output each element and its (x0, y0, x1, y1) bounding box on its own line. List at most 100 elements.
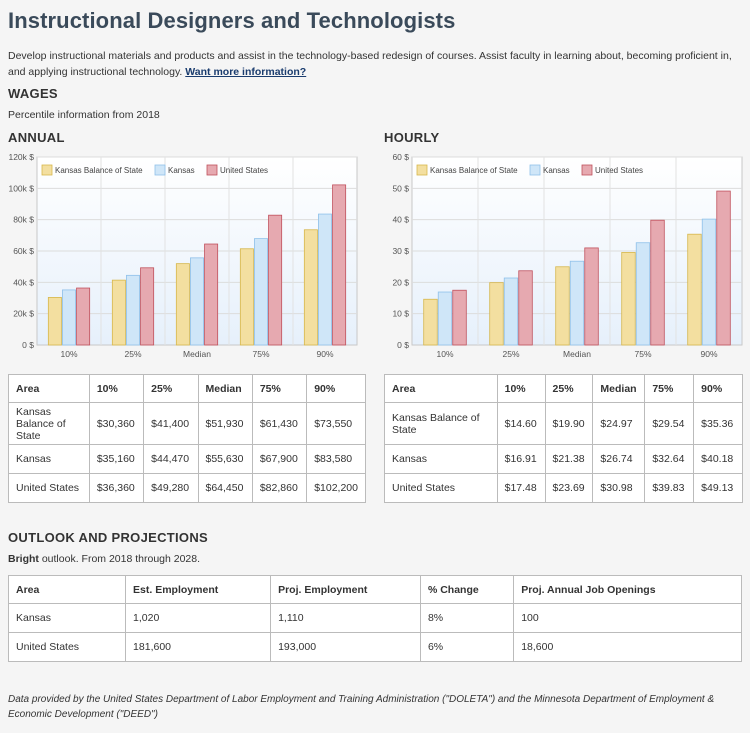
table-row: Kansas 1,020 1,110 8% 100 (9, 604, 742, 633)
table-cell: $32.64 (645, 445, 694, 474)
bar-us (205, 244, 218, 345)
table-cell: 18,600 (514, 633, 742, 662)
outlook-period: outlook. From 2018 through 2028. (39, 553, 200, 565)
more-info-link[interactable]: Want more information? (185, 66, 306, 78)
y-tick-label: 20 $ (392, 277, 409, 287)
legend-swatch (155, 165, 165, 175)
table-cell: $73,550 (307, 403, 366, 445)
table-cell: Kansas Balance of State (9, 403, 90, 445)
y-tick-label: 0 $ (22, 340, 34, 350)
bar-kansas (62, 290, 75, 345)
x-tick-label: 10% (60, 349, 77, 359)
table-cell: 8% (420, 604, 513, 633)
column-header: Median (198, 375, 252, 403)
bar-us (585, 248, 599, 345)
x-tick-label: 75% (634, 349, 651, 359)
column-header: 10% (89, 375, 143, 403)
bar-balance (688, 234, 702, 345)
table-cell: $61,430 (252, 403, 306, 445)
bar-balance (622, 252, 636, 345)
x-tick-label: 10% (436, 349, 453, 359)
table-cell: $17.48 (497, 474, 545, 503)
bar-balance (490, 283, 504, 345)
table-cell: United States (385, 474, 498, 503)
outlook-heading: OUTLOOK AND PROJECTIONS (8, 530, 208, 545)
bar-balance (240, 249, 253, 345)
table-cell: $36,360 (89, 474, 143, 503)
legend-label: United States (220, 166, 268, 175)
table-cell: $24.97 (593, 403, 645, 445)
legend-label: Kansas Balance of State (55, 166, 143, 175)
table-cell: $35,160 (89, 445, 143, 474)
legend-swatch (530, 165, 540, 175)
bar-kansas (190, 258, 203, 345)
wages-heading: WAGES (8, 86, 58, 101)
page-title: Instructional Designers and Technologist… (8, 8, 455, 34)
table-row: United States $36,360 $49,280 $64,450 $82,86… (9, 474, 366, 503)
legend-label: United States (595, 166, 643, 175)
column-header: Area (385, 375, 498, 403)
column-header: 90% (307, 375, 366, 403)
bar-kansas (570, 261, 584, 345)
x-tick-label: 90% (700, 349, 717, 359)
column-header: 75% (252, 375, 306, 403)
table-cell: $40.18 (694, 445, 743, 474)
x-tick-label: 90% (316, 349, 333, 359)
column-header: 10% (497, 375, 545, 403)
column-header: Proj. Annual Job Openings (514, 576, 742, 604)
x-tick-label: 25% (502, 349, 519, 359)
bar-balance (304, 230, 317, 345)
annual-heading: ANNUAL (8, 130, 65, 145)
table-cell: $49.13 (694, 474, 743, 503)
table-row: United States $17.48 $23.69 $30.98 $39.83 $49… (385, 474, 743, 503)
legend-swatch (582, 165, 592, 175)
y-tick-label: 50 $ (392, 183, 409, 193)
table-cell: 1,020 (126, 604, 271, 633)
table-cell: United States (9, 474, 90, 503)
y-tick-label: 10 $ (392, 309, 409, 319)
bar-kansas (702, 219, 716, 345)
table-cell: $67,900 (252, 445, 306, 474)
table-cell: 181,600 (126, 633, 271, 662)
outlook-rating: Bright (8, 553, 39, 565)
table-cell: $30.98 (593, 474, 645, 503)
table-header-row: Area Est. Employment Proj. Employment% Cha… (9, 576, 742, 604)
legend-label: Kansas (543, 166, 570, 175)
description-text: Develop instructional materials and prod… (8, 50, 732, 78)
y-tick-label: 40 $ (392, 215, 409, 225)
x-tick-label: Median (563, 349, 591, 359)
legend-label: Kansas Balance of State (430, 166, 518, 175)
hourly-wage-chart: 0 $ 10 $ 20 $ 30 $ 40 $ 50 $ 60 $ 10% 25% Median 7… (376, 150, 746, 365)
table-cell: $102,200 (307, 474, 366, 503)
y-tick-label: 30 $ (392, 246, 409, 256)
bar-kansas (636, 243, 650, 345)
bar-us (269, 215, 282, 345)
table-row: Kansas $16.91 $21.38 $26.74 $32.64 $40.18 (385, 445, 743, 474)
bar-kansas (438, 292, 452, 345)
table-cell: 193,000 (271, 633, 421, 662)
y-tick-label: 100k $ (8, 183, 34, 193)
table-cell: 100 (514, 604, 742, 633)
percentile-note: Percentile information from 2018 (8, 109, 160, 121)
table-header-row: Area 10% 25% Median 75% 90% (385, 375, 743, 403)
annual-wage-table: Area 10% 25% Median 75% 90% Kansas Balance of … (8, 374, 366, 503)
bar-us (717, 191, 731, 345)
legend-swatch (417, 165, 427, 175)
bar-us (453, 290, 467, 345)
y-tick-label: 120k $ (8, 152, 34, 162)
x-tick-label: 75% (252, 349, 269, 359)
data-source-footer: Data provided by the United States Depar… (8, 692, 744, 722)
table-row: Kansas Balance of State $14.60 $19.90 $24.9… (385, 403, 743, 445)
column-header: 75% (645, 375, 694, 403)
column-header: 90% (694, 375, 743, 403)
legend-label: Kansas (168, 166, 195, 175)
table-cell: $41,400 (144, 403, 198, 445)
table-cell: $29.54 (645, 403, 694, 445)
table-row: United States 181,600 193,000 6% 18,600 (9, 633, 742, 662)
table-cell: $44,470 (144, 445, 198, 474)
bar-balance (48, 297, 61, 345)
y-tick-label: 80k $ (13, 215, 34, 225)
y-tick-label: 60k $ (13, 246, 34, 256)
column-header: Area (9, 576, 126, 604)
table-cell: $30,360 (89, 403, 143, 445)
